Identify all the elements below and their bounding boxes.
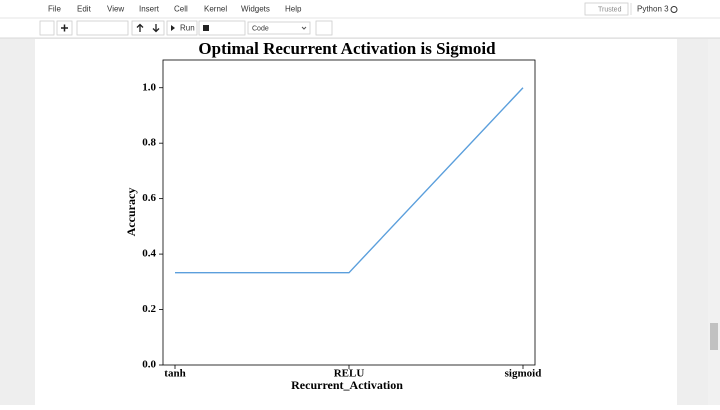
cell-type-select[interactable] [247,21,311,35]
menu-item[interactable]: Edit [77,5,92,14]
menu-item[interactable]: File [48,5,61,14]
kernel-indicator [670,6,678,13]
kernel-buttons[interactable] [198,20,246,36]
run-icon [171,25,175,31]
trusted-box[interactable] [584,2,629,16]
dropdown-icon [301,26,307,30]
menu-item[interactable]: Kernel [204,5,227,14]
chart-title: Optimal Recurrent Activation is Sigmoid [198,39,496,58]
menu-item[interactable]: Widgets [241,5,270,14]
toolbar: Run Code [39,20,333,36]
run-label[interactable]: Run [180,24,195,33]
scrollbar [708,39,720,405]
x-axis-label: Recurrent_Activation [291,378,403,392]
run-button[interactable] [166,20,198,36]
notebook [35,39,677,405]
trusted[interactable]: Trusted [598,6,622,13]
y-tick-label: 0.4 [142,248,156,260]
x-tick-label: sigmoid [505,368,542,380]
y-axis-label: Accuracy [124,188,138,237]
edit-buttons[interactable] [76,20,129,36]
menu-item[interactable]: Insert [139,5,160,14]
save-button[interactable] [39,20,55,36]
kernel-name: Python 3 [637,5,669,14]
y-tick-label: 0.2 [142,303,156,315]
cell-type[interactable]: Code [252,25,269,32]
x-tick-label: RELU [334,368,365,380]
y-tick-label: 1.0 [142,81,156,93]
keyboard-button[interactable] [315,20,333,36]
arrow-icons [136,23,160,33]
x-tick-label: tanh [164,368,185,380]
data-line [175,87,524,274]
y-tick-label: 0.6 [142,192,156,204]
plus-icon [61,24,68,32]
stop-icon [203,25,209,31]
y-tick-label: 0.0 [142,359,156,371]
move-buttons[interactable] [131,20,165,36]
menu-item[interactable]: Help [285,5,302,14]
y-tick-label: 0.8 [142,137,156,149]
menu-item[interactable]: Cell [174,5,188,14]
menu-item[interactable]: View [107,5,124,14]
scroll-thumb[interactable] [710,323,718,350]
